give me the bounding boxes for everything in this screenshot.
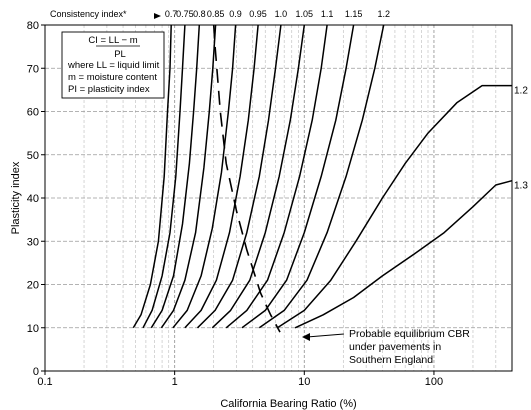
annotation-arrowhead-icon [302, 333, 310, 341]
top-axis-title: Consistency index* [50, 9, 127, 19]
axes [41, 24, 513, 375]
series-line-ci-1-15 [241, 24, 355, 329]
series-group [132, 24, 513, 333]
series-line-ci-0-7 [132, 24, 172, 329]
top-ci-label: 1.2 [377, 9, 390, 19]
series-line-ci-0-9 [172, 24, 237, 329]
y-tick-label: 30 [27, 236, 39, 248]
formula-pi: PI = plasticity index [68, 84, 150, 95]
labels: 0 10 20 30 40 50 60 70 80 0.1 1 10 100 California Bea… [10, 9, 528, 410]
series-line-ci-0-8 [150, 24, 201, 329]
arrow-icon [154, 13, 161, 19]
x-tick-label: 0.1 [37, 376, 52, 388]
annotation-text: under pavements in [349, 341, 441, 353]
y-tick-label: 80 [27, 20, 39, 32]
y-tick-label: 50 [27, 150, 39, 162]
series-line-ci-1-05 [211, 24, 306, 329]
x-tick-label: 100 [425, 376, 443, 388]
top-ci-label: 0.75 [176, 9, 194, 19]
y-tick-label: 70 [27, 63, 39, 75]
formula-where-ll: where LL = liquid limit [67, 60, 160, 71]
series-line-ci-1-2 [258, 24, 385, 329]
top-ci-label: 1.1 [321, 9, 334, 19]
series-line-ci-1-3 [294, 179, 513, 329]
y-tick-label: 10 [27, 323, 39, 335]
annotation-text: Southern England [349, 354, 433, 366]
top-ci-label: 0.7 [165, 9, 178, 19]
top-ci-label: 0.85 [207, 9, 225, 19]
series-line-ci-1-0 [196, 24, 282, 329]
top-ci-label: 1.05 [296, 9, 314, 19]
formula-box [61, 31, 165, 99]
formula-m: m = moisture content [68, 72, 157, 83]
top-ci-label: 0.95 [249, 9, 267, 19]
top-ci-label: 1.0 [275, 9, 288, 19]
right-ci-label: 1.3 [514, 181, 528, 192]
equilibrium-cbr-dashed-line [212, 24, 281, 333]
y-tick-label: 0 [33, 366, 39, 378]
series-line-ci-0-85 [160, 24, 217, 329]
formula-numerator: CI = LL − m [88, 35, 137, 46]
x-tick-label: 10 [298, 376, 310, 388]
series-line-ci-1-1 [225, 24, 328, 329]
formula-denominator: PL [114, 49, 126, 60]
series-line-ci-1-2 [276, 84, 512, 329]
top-ci-label: 0.8 [193, 9, 206, 19]
y-tick-label: 20 [27, 280, 39, 292]
right-ci-label: 1.2 [514, 86, 528, 97]
top-ci-label: 1.15 [345, 9, 363, 19]
annotation-text: Probable equilibrium CBR [349, 328, 470, 340]
y-tick-label: 60 [27, 107, 39, 119]
x-tick-label: 1 [172, 376, 178, 388]
y-tick-label: 40 [27, 193, 39, 205]
y-axis-title: Plasticity index [10, 161, 22, 234]
annotation-arrow-line [306, 333, 345, 338]
x-axis-title: California Bearing Ratio (%) [220, 398, 356, 410]
top-ci-label: 0.9 [229, 9, 242, 19]
series-line-ci-0-75 [142, 24, 186, 329]
